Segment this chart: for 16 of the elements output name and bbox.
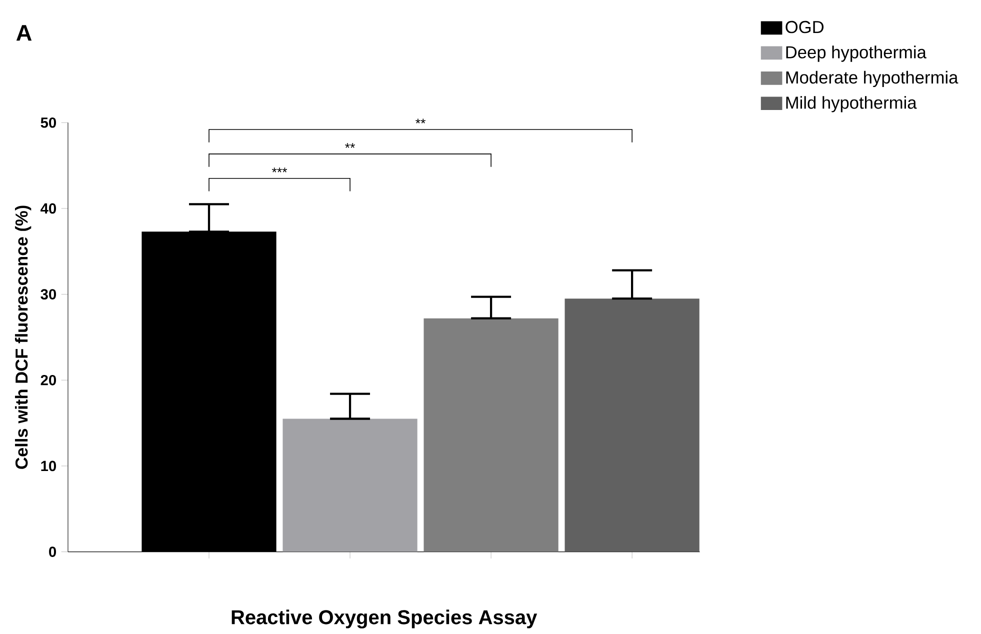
annotation: ** xyxy=(416,118,426,124)
legend-label: Deep hypothermia xyxy=(786,45,926,62)
y-tick-label: 10 xyxy=(41,460,56,471)
y-axis-title: Cells with DCF fluorescence (%) xyxy=(14,205,32,469)
y-tick-label: 50 xyxy=(40,117,56,128)
annotation: *** xyxy=(272,167,288,172)
y-tick-label: 40 xyxy=(40,203,56,214)
annotation: ** xyxy=(345,142,355,148)
text: A xyxy=(16,24,32,40)
y-tick-label: 30 xyxy=(40,288,56,300)
legend-label: Mild hypothermia xyxy=(786,96,917,112)
y-tick-label: 20 xyxy=(40,374,56,386)
x-axis-title: Reactive Oxygen Species Assay xyxy=(232,609,538,628)
legend-label: Moderate hypothermia xyxy=(786,70,958,87)
legend-label: OGD xyxy=(786,20,824,33)
y-tick-label: 0 xyxy=(49,546,56,557)
